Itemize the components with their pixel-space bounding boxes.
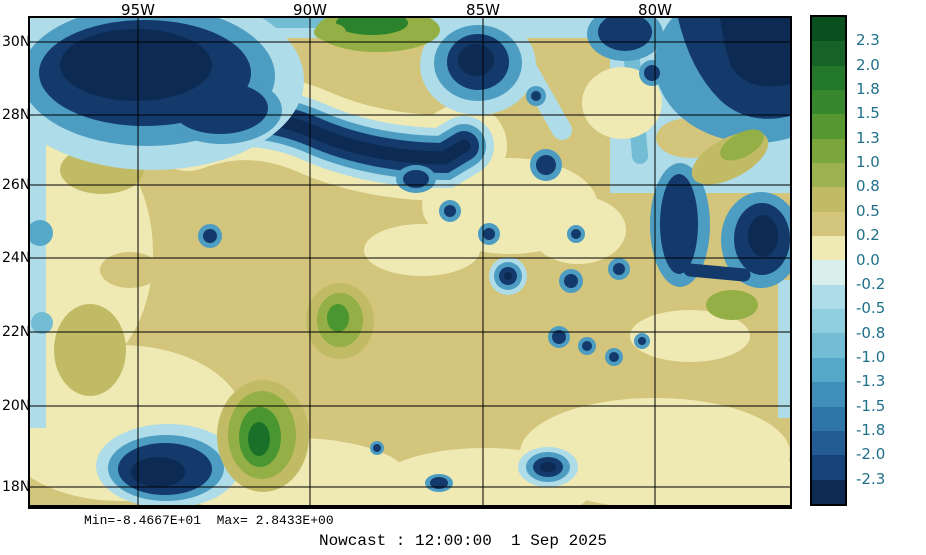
colorbar-cell [812,284,845,310]
lat-tick-label-26n: 26N [2,177,31,193]
colorbar-tick-label: 0.0 [856,250,880,269]
lon-tick-label-95w: 95W [121,1,155,19]
colorbar-cell [812,17,845,42]
contour-field-map [30,18,790,505]
northeast-atlantic-band [639,18,790,320]
lon-tick-label-90w: 90W [293,1,327,19]
colorbar-cell [812,382,845,407]
colorbar-tick-label: 0.2 [856,226,880,245]
colorbar-cell [812,260,845,285]
colorbar-tick-label: 1.5 [856,104,880,123]
colorbar-cell [812,236,845,261]
colorbar-tick-label: 2.0 [856,55,880,74]
lat-tick-label-24n: 24N [2,250,31,266]
colorbar [810,15,847,506]
lon-tick-label-85w: 85W [466,1,500,19]
colorbar-cell [812,114,845,139]
colorbar-tick-label: -1.0 [856,347,886,366]
small-negative-eddies [198,86,650,492]
caption: Nowcast : 12:00:00 1 Sep 2025 [318,532,608,550]
colorbar-cell [812,309,845,334]
colorbar-tick-label: 2.3 [856,31,880,50]
minmax-text: Min=-8.4667E+01 Max= 2.8433E+00 [84,513,334,528]
lat-tick-label-22n: 22N [2,324,31,340]
lat-tick-label-18n: 18N [2,479,31,495]
colorbar-tick-label: -0.2 [856,274,886,293]
colorbar-tick-labels: 2.3 2.0 1.8 1.5 1.3 1.0 0.8 0.5 0.2 0.0 -0.2 -0.5 -0… [856,15,920,506]
colorbar-tick-label: -0.8 [856,323,886,342]
grid-lines [30,18,790,505]
colorbar-cell [812,65,845,91]
map-frame [28,16,792,509]
colorbar-cell [812,163,845,188]
colorbar-tick-label: 1.0 [856,153,880,172]
colorbar-tick-label: 1.3 [856,128,880,147]
colorbar-tick-label: -2.0 [856,445,886,464]
colorbar-cell [812,90,845,115]
colorbar-tick-label: 0.8 [856,177,880,196]
colorbar-cell [812,187,845,212]
colorbar-cell [812,455,845,480]
colorbar-tick-label: -2.3 [856,469,886,488]
colorbar-tick-label: -0.5 [856,299,886,318]
lat-tick-label-20n: 20N [2,398,31,414]
northwest-eddy [30,18,304,170]
colorbar-tick-label: -1.5 [856,396,886,415]
colorbar-cell [812,357,845,383]
colorbar-cell [812,406,845,431]
top-small-eddy [587,18,663,61]
colorbar-cell [812,138,845,164]
lon-tick-label-80w: 80W [638,1,672,19]
colorbar-tick-label: -1.3 [856,372,886,391]
colorbar-cell [812,430,845,456]
colorbar-cell [812,479,845,504]
lat-tick-label-28n: 28N [2,107,31,123]
colorbar-tick-label: -1.8 [856,420,886,439]
positive-anomaly-patches [217,18,440,492]
southwest-negative-eddy [96,424,240,505]
colorbar-cell [812,41,845,66]
lat-tick-label-30n: 30N [2,34,31,50]
colorbar-cell [812,333,845,358]
colorbar-tick-label: 0.5 [856,201,880,220]
colorbar-tick-label: 1.8 [856,80,880,99]
colorbar-cell [812,211,845,237]
